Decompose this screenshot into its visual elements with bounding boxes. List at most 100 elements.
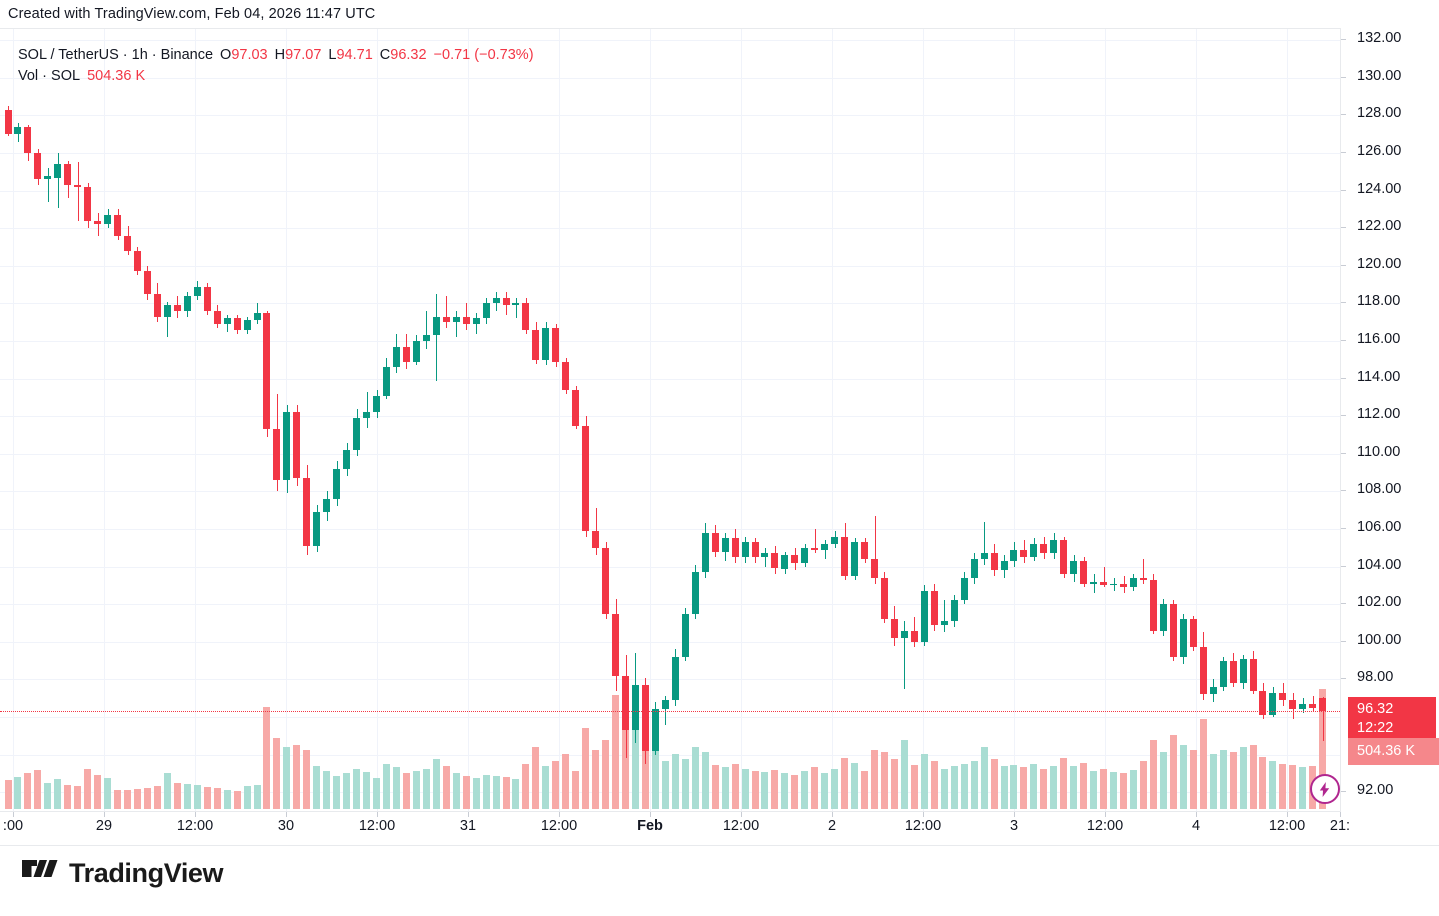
time-tick-label: 29 <box>95 818 113 834</box>
legend-symbol[interactable]: SOL / TetherUS · 1h · Binance <box>18 47 214 63</box>
candle-body <box>910 630 918 642</box>
candle-wick <box>58 153 59 208</box>
volume-bar <box>1010 764 1018 809</box>
candle-body <box>1259 690 1267 716</box>
candle-body <box>363 412 371 419</box>
price-tick-label: 114.00 <box>1357 368 1401 385</box>
volume-bar <box>482 774 490 809</box>
candle-body <box>402 346 410 362</box>
volume-bar <box>512 779 520 809</box>
volume-bar <box>751 770 759 809</box>
chart-legend: SOL / TetherUS · 1h · Binance O97.03 H97.0… <box>18 45 534 87</box>
candle-body <box>373 395 381 413</box>
volume-bar <box>1070 766 1078 809</box>
volume-bar <box>153 786 161 809</box>
volume-bar <box>1139 761 1147 809</box>
candle-body <box>24 126 32 154</box>
volume-bar <box>1229 751 1237 809</box>
candle-wick <box>1094 574 1095 593</box>
volume-bar <box>582 728 590 809</box>
gridline-horizontal <box>0 567 1340 568</box>
candle-body <box>293 412 301 479</box>
volume-bar <box>323 770 331 809</box>
time-tick-mark <box>1105 812 1106 817</box>
volume-bar <box>432 759 440 809</box>
candle-body <box>1000 560 1008 571</box>
price-tick-mark <box>1341 227 1346 228</box>
time-tick-mark <box>1196 812 1197 817</box>
candle-body <box>532 329 540 360</box>
candle-body <box>153 294 161 317</box>
candle-body <box>1020 549 1028 558</box>
candle-body <box>283 412 291 481</box>
volume-bar <box>900 740 908 809</box>
price-tick-mark <box>1341 77 1346 78</box>
candle-body <box>1279 692 1287 701</box>
volume-bar <box>253 785 261 809</box>
volume-bar <box>602 740 610 809</box>
candle-body <box>1309 703 1317 708</box>
volume-bar <box>422 768 430 809</box>
candle-body <box>841 536 849 577</box>
candle-body <box>133 250 141 272</box>
time-tick-mark <box>741 812 742 817</box>
candle-body <box>1219 660 1227 687</box>
price-tick-mark <box>1341 566 1346 567</box>
candle-body <box>213 310 221 325</box>
legend-ohlc-row: SOL / TetherUS · 1h · Binance O97.03 H97.0… <box>18 45 534 66</box>
candle-wick <box>825 540 826 560</box>
volume-bar <box>283 747 291 809</box>
volume-bar <box>1050 766 1058 809</box>
gridline-vertical <box>104 29 105 811</box>
legend-volume-label[interactable]: Vol · SOL <box>18 68 81 84</box>
gridline-horizontal <box>0 679 1340 680</box>
price-tick-mark <box>1341 114 1346 115</box>
current-price-badge: 96.32 12:22 <box>1348 696 1436 742</box>
time-scale[interactable]: :00 29 12:00 30 12:00 31 12:00 Feb 12:00 2 12:00 3 1… <box>0 812 1439 846</box>
candle-body <box>114 215 122 236</box>
volume-bar <box>940 768 948 809</box>
volume-bar <box>203 787 211 809</box>
time-tick-mark <box>650 812 651 817</box>
gridline-vertical <box>13 29 14 811</box>
price-scale[interactable]: 96.32 12:22 504.36 K 132.00 130.00 128.00 1… <box>1340 28 1439 812</box>
time-tick-label: 30 <box>277 818 295 834</box>
candle-body <box>343 450 351 469</box>
candle-body <box>612 613 620 676</box>
volume-bar <box>711 764 719 809</box>
gridline-horizontal <box>0 228 1340 229</box>
candle-body <box>691 572 699 614</box>
gridline-vertical <box>468 29 469 811</box>
time-tick-label: 12:00 <box>358 818 396 834</box>
legend-volume-row: Vol · SOL 504.36 K <box>18 66 534 87</box>
time-tick-label: Feb <box>637 818 663 834</box>
volume-bar <box>1199 718 1207 809</box>
candle-body <box>940 621 948 625</box>
volume-bar <box>691 747 699 809</box>
candle-body <box>412 341 420 362</box>
volume-bar <box>920 754 928 809</box>
gridline-vertical <box>1287 29 1288 811</box>
volume-bar <box>811 767 819 809</box>
candle-body <box>641 685 649 751</box>
candle-body <box>1129 577 1137 588</box>
price-tick-mark <box>1341 190 1346 191</box>
volume-bar <box>731 763 739 809</box>
candle-body <box>980 553 988 560</box>
price-tick-label: 98.00 <box>1357 669 1394 686</box>
volume-bar <box>293 744 301 809</box>
realtime-lightning-icon[interactable] <box>1309 774 1340 804</box>
candle-body <box>592 530 600 548</box>
volume-bar <box>771 769 779 809</box>
candle-body <box>900 630 908 639</box>
candle-body <box>1169 604 1177 657</box>
time-tick-label: :00 <box>2 818 24 834</box>
chart-plot-area[interactable] <box>0 29 1340 811</box>
volume-bar <box>681 759 689 809</box>
candle-body <box>930 591 938 625</box>
candle-body <box>821 544 829 550</box>
candle-body <box>84 186 92 221</box>
candle-body <box>811 547 819 550</box>
volume-bar <box>960 763 968 809</box>
candle-body <box>950 600 958 622</box>
